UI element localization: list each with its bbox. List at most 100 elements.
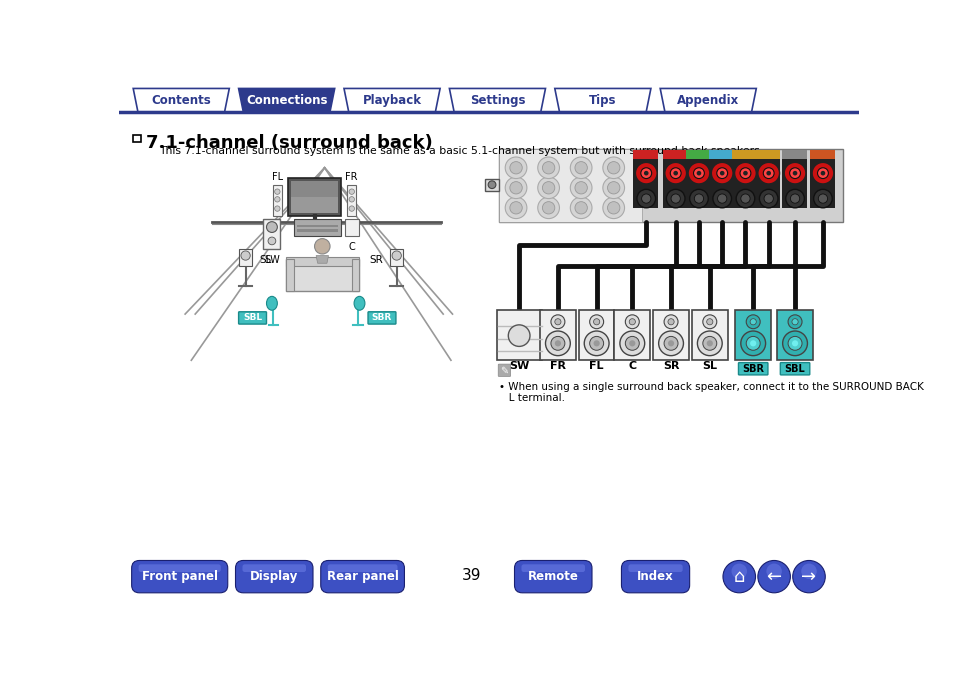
Circle shape	[763, 194, 773, 203]
Ellipse shape	[266, 296, 277, 310]
Circle shape	[349, 206, 355, 211]
FancyBboxPatch shape	[235, 561, 313, 593]
Bar	[291, 181, 337, 213]
Circle shape	[817, 168, 827, 178]
Polygon shape	[133, 88, 229, 112]
Circle shape	[745, 336, 760, 350]
Circle shape	[392, 251, 401, 260]
Text: Contents: Contents	[152, 94, 211, 106]
Polygon shape	[449, 88, 545, 112]
Circle shape	[314, 239, 330, 254]
Text: 7.1-channel (surround back): 7.1-channel (surround back)	[146, 134, 432, 152]
Bar	[732, 150, 757, 160]
Circle shape	[781, 331, 806, 355]
Polygon shape	[315, 256, 328, 263]
Polygon shape	[555, 88, 650, 112]
Circle shape	[667, 341, 674, 347]
Circle shape	[787, 336, 801, 350]
Circle shape	[619, 331, 644, 355]
FancyBboxPatch shape	[738, 363, 767, 375]
Circle shape	[583, 331, 608, 355]
Circle shape	[629, 341, 635, 347]
Bar	[777, 310, 812, 360]
Circle shape	[785, 189, 803, 208]
Bar	[539, 310, 575, 360]
Text: FR: FR	[549, 361, 565, 371]
Text: • When using a single surround back speaker, connect it to the SURROUND BACK: • When using a single surround back spea…	[498, 382, 923, 392]
Text: Settings: Settings	[469, 94, 525, 106]
Bar	[661, 150, 686, 160]
FancyBboxPatch shape	[238, 312, 266, 324]
Bar	[263, 219, 280, 248]
Circle shape	[589, 315, 603, 328]
Circle shape	[740, 194, 749, 203]
Bar	[708, 160, 733, 208]
Text: This 7.1-channel surround system is the same as a basic 5.1-channel system but w: This 7.1-channel surround system is the …	[159, 146, 762, 156]
Bar	[498, 149, 842, 221]
Text: SBL: SBL	[784, 363, 804, 374]
Circle shape	[624, 315, 639, 328]
Circle shape	[711, 162, 732, 184]
Circle shape	[555, 341, 560, 347]
Circle shape	[720, 171, 723, 176]
Circle shape	[792, 171, 797, 176]
Bar	[239, 250, 252, 267]
Circle shape	[593, 341, 599, 347]
Circle shape	[570, 177, 592, 199]
Circle shape	[757, 162, 779, 184]
Text: 39: 39	[461, 569, 480, 583]
Circle shape	[667, 319, 674, 325]
Circle shape	[509, 162, 521, 174]
Circle shape	[731, 563, 746, 579]
Circle shape	[811, 162, 833, 184]
Circle shape	[575, 182, 587, 194]
Polygon shape	[659, 88, 756, 112]
Circle shape	[602, 197, 624, 219]
Circle shape	[607, 202, 619, 214]
Bar	[286, 257, 359, 267]
Bar	[286, 258, 294, 291]
Circle shape	[537, 157, 558, 178]
Bar	[809, 150, 834, 160]
Circle shape	[742, 171, 747, 176]
Circle shape	[505, 157, 526, 178]
Circle shape	[274, 189, 280, 194]
Circle shape	[607, 182, 619, 194]
Circle shape	[629, 319, 635, 325]
Circle shape	[663, 336, 678, 350]
Circle shape	[349, 189, 355, 194]
Text: SR: SR	[662, 361, 679, 371]
Circle shape	[765, 171, 770, 176]
Bar	[781, 160, 806, 208]
Circle shape	[673, 171, 678, 176]
Circle shape	[757, 561, 790, 593]
Circle shape	[241, 251, 250, 260]
Bar	[661, 160, 686, 208]
Bar	[708, 150, 733, 160]
Circle shape	[274, 197, 280, 202]
Text: C: C	[348, 242, 355, 252]
Circle shape	[575, 202, 587, 214]
Circle shape	[689, 189, 707, 208]
Bar	[578, 310, 614, 360]
Circle shape	[607, 162, 619, 174]
Circle shape	[635, 162, 657, 184]
Bar	[614, 310, 649, 360]
Bar	[653, 310, 688, 360]
Circle shape	[712, 189, 731, 208]
Circle shape	[706, 319, 712, 325]
Circle shape	[765, 563, 781, 579]
Circle shape	[745, 315, 760, 328]
Circle shape	[663, 315, 678, 328]
Circle shape	[740, 331, 765, 355]
Bar	[133, 135, 141, 143]
Bar	[735, 310, 770, 360]
Circle shape	[717, 194, 726, 203]
Text: SBR: SBR	[741, 363, 763, 374]
Polygon shape	[238, 88, 335, 112]
Circle shape	[658, 331, 682, 355]
Text: ←: ←	[766, 567, 781, 586]
Circle shape	[542, 182, 555, 194]
Circle shape	[762, 168, 773, 178]
Text: →: →	[801, 567, 816, 586]
